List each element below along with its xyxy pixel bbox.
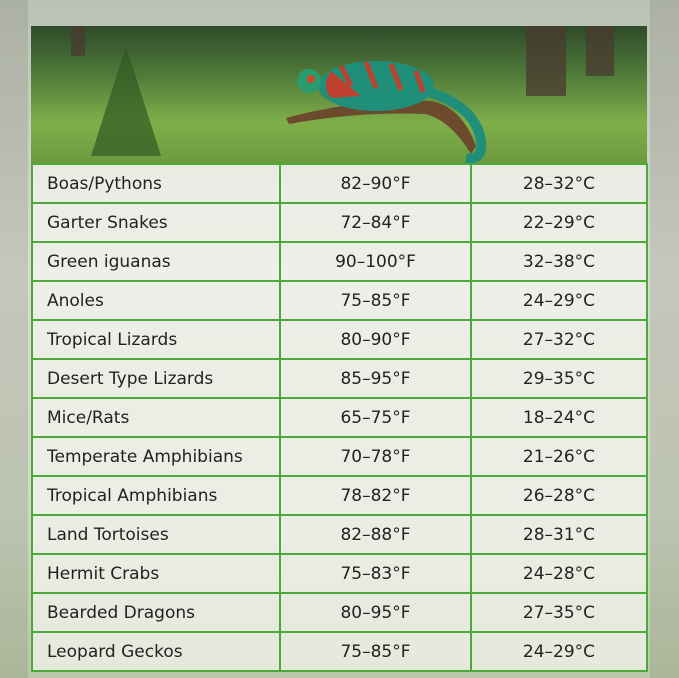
celsius-range: 18–24°C xyxy=(470,397,648,438)
animal-name: Mice/Rats xyxy=(31,397,281,438)
banner-image xyxy=(31,26,647,164)
celsius-range: 26–28°C xyxy=(470,475,648,516)
animal-name: Hermit Crabs xyxy=(31,553,281,594)
temperature-table: Boas/Pythons 82–90°F 28–32°C Garter Snakes 7… xyxy=(31,163,648,672)
celsius-range: 24–29°C xyxy=(470,280,648,321)
celsius-range: 21–26°C xyxy=(470,436,648,477)
table-row: Anoles 75–85°F 24–29°C xyxy=(31,280,648,321)
table-row: Land Tortoises 82–88°F 28–31°C xyxy=(31,514,648,555)
celsius-range: 27–32°C xyxy=(470,319,648,360)
table-row: Green iguanas 90–100°F 32–38°C xyxy=(31,241,648,282)
tree-trunk xyxy=(71,26,85,56)
celsius-range: 24–28°C xyxy=(470,553,648,594)
celsius-range: 24–29°C xyxy=(470,631,648,672)
fahrenheit-range: 72–84°F xyxy=(279,202,472,243)
table-row: Temperate Amphibians 70–78°F 21–26°C xyxy=(31,436,648,477)
fahrenheit-range: 85–95°F xyxy=(279,358,472,399)
table-row: Desert Type Lizards 85–95°F 29–35°C xyxy=(31,358,648,399)
table-row: Tropical Amphibians 78–82°F 26–28°C xyxy=(31,475,648,516)
fahrenheit-range: 82–90°F xyxy=(279,163,472,204)
background-tree xyxy=(650,0,679,678)
animal-name: Leopard Geckos xyxy=(31,631,281,672)
animal-name: Land Tortoises xyxy=(31,514,281,555)
table-row: Mice/Rats 65–75°F 18–24°C xyxy=(31,397,648,438)
fahrenheit-range: 75–83°F xyxy=(279,553,472,594)
table-row: Tropical Lizards 80–90°F 27–32°C xyxy=(31,319,648,360)
fahrenheit-range: 65–75°F xyxy=(279,397,472,438)
fahrenheit-range: 75–85°F xyxy=(279,631,472,672)
animal-name: Green iguanas xyxy=(31,241,281,282)
animal-name: Bearded Dragons xyxy=(31,592,281,633)
celsius-range: 32–38°C xyxy=(470,241,648,282)
tree-trunk xyxy=(586,26,614,76)
fahrenheit-range: 75–85°F xyxy=(279,280,472,321)
celsius-range: 28–32°C xyxy=(470,163,648,204)
fahrenheit-range: 78–82°F xyxy=(279,475,472,516)
animal-name: Garter Snakes xyxy=(31,202,281,243)
celsius-range: 22–29°C xyxy=(470,202,648,243)
table-row: Hermit Crabs 75–83°F 24–28°C xyxy=(31,553,648,594)
animal-name: Anoles xyxy=(31,280,281,321)
chameleon-illustration xyxy=(91,46,487,164)
fahrenheit-range: 82–88°F xyxy=(279,514,472,555)
table-row: Garter Snakes 72–84°F 22–29°C xyxy=(31,202,648,243)
animal-name: Tropical Lizards xyxy=(31,319,281,360)
celsius-range: 27–35°C xyxy=(470,592,648,633)
animal-name: Desert Type Lizards xyxy=(31,358,281,399)
celsius-range: 29–35°C xyxy=(470,358,648,399)
animal-name: Temperate Amphibians xyxy=(31,436,281,477)
tree-trunk xyxy=(526,26,566,96)
fahrenheit-range: 80–90°F xyxy=(279,319,472,360)
table-row: Leopard Geckos 75–85°F 24–29°C xyxy=(31,631,648,672)
table-row: Boas/Pythons 82–90°F 28–32°C xyxy=(31,163,648,204)
table-row: Bearded Dragons 80–95°F 27–35°C xyxy=(31,592,648,633)
fahrenheit-range: 70–78°F xyxy=(279,436,472,477)
fahrenheit-range: 90–100°F xyxy=(279,241,472,282)
background-tree xyxy=(0,0,28,678)
celsius-range: 28–31°C xyxy=(470,514,648,555)
animal-name: Tropical Amphibians xyxy=(31,475,281,516)
animal-name: Boas/Pythons xyxy=(31,163,281,204)
fahrenheit-range: 80–95°F xyxy=(279,592,472,633)
